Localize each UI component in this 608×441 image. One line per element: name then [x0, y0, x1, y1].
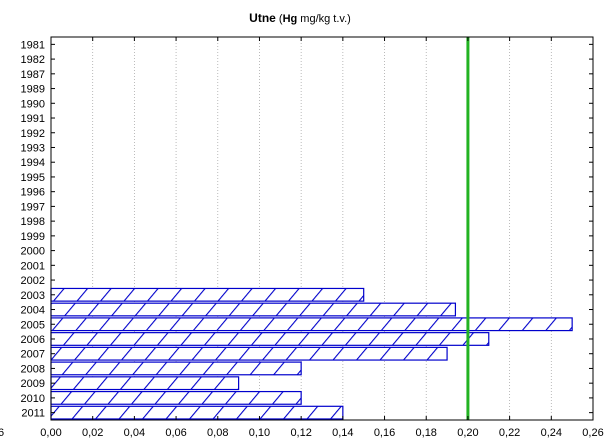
x-tick-label: 0,20 — [457, 427, 478, 439]
y-tick-label: 1998 — [21, 216, 45, 228]
y-tick-label: 2000 — [21, 246, 45, 258]
bar-2010 — [50, 390, 302, 405]
bar-2003 — [50, 287, 365, 302]
x-tick-label: 0,14 — [332, 427, 353, 439]
bars-layer — [50, 287, 573, 420]
x-tick-label: 0,06 — [165, 427, 186, 439]
y-tick-label: 1987 — [21, 69, 45, 81]
y-tick-label: 1996 — [21, 187, 45, 199]
y-tick-label: 1993 — [21, 142, 45, 154]
y-tick-label: 1981 — [21, 39, 45, 51]
y-tick-label: 2004 — [21, 305, 45, 317]
x-tick-label: 0,08 — [207, 427, 228, 439]
bar-2011 — [50, 405, 344, 420]
x-tick-label: 0,02 — [82, 427, 103, 439]
bar-2006 — [50, 332, 490, 346]
bar-2005 — [50, 317, 573, 332]
axis-layer — [50, 36, 594, 421]
y-tick-label: 1994 — [21, 157, 45, 169]
x-tick-label: 0,16 — [374, 427, 395, 439]
y-tick-label: 1982 — [21, 54, 45, 66]
y-tick-label: 2002 — [21, 275, 45, 287]
y-tick-label: 1997 — [21, 201, 45, 213]
y-tick-label: 2003 — [21, 290, 45, 302]
x-tick-label: 0,00 — [40, 427, 61, 439]
y-tick-label: 2010 — [21, 393, 45, 405]
x-tick-label: 0,18 — [416, 427, 437, 439]
y-tick-label: 2011 — [21, 408, 45, 420]
x-tick-label: 0,04 — [124, 427, 145, 439]
y-tick-label: 1990 — [21, 98, 45, 110]
x-tick-label: 0,26 — [582, 427, 603, 439]
grid-layer — [92, 37, 552, 420]
y-tick-label: 1989 — [21, 84, 45, 96]
plot-frame — [50, 36, 594, 421]
y-tick-label: 2008 — [21, 363, 45, 375]
y-tick-label: 2005 — [21, 319, 45, 331]
y-tick-label: 1995 — [21, 172, 45, 184]
y-tick-label: 1999 — [21, 231, 45, 243]
bar-2009 — [50, 376, 240, 391]
y-tick-label: 1991 — [21, 113, 45, 125]
chart-title-element: Hg — [283, 13, 298, 25]
chart-title-main: Utne — [249, 11, 276, 25]
x-tick-label: 0,12 — [290, 427, 311, 439]
y-tick-labels: 1981 1982 1987 1989 1990 1991 1992 1993 1994 1995… — [21, 39, 45, 419]
y-tick-label: 2006 — [21, 334, 45, 346]
chart-title-unit: mg/kg t.v.) — [297, 13, 351, 25]
chart-title-open-paren: ( — [276, 13, 283, 25]
y-tick-label: 1992 — [21, 128, 45, 140]
x-tick-label-cut: 6 — [0, 427, 4, 439]
bar-2004 — [50, 302, 457, 317]
x-tick-label: 0,10 — [249, 427, 270, 439]
bar-2007 — [50, 346, 448, 361]
x-tick-label: 0,24 — [541, 427, 562, 439]
y-tick-label: 2001 — [21, 260, 45, 272]
y-tick-label: 2009 — [21, 378, 45, 390]
x-tick-label: 0,22 — [499, 427, 520, 439]
x-tick-labels: 0,00 0,02 0,04 0,06 0,08 0,10 0,12 0,14 0,16 0,18… — [40, 427, 603, 439]
bar-2008 — [50, 361, 302, 376]
y-tick-label: 2007 — [21, 349, 45, 361]
chart-title: Utne (Hg mg/kg t.v.) — [249, 11, 351, 25]
